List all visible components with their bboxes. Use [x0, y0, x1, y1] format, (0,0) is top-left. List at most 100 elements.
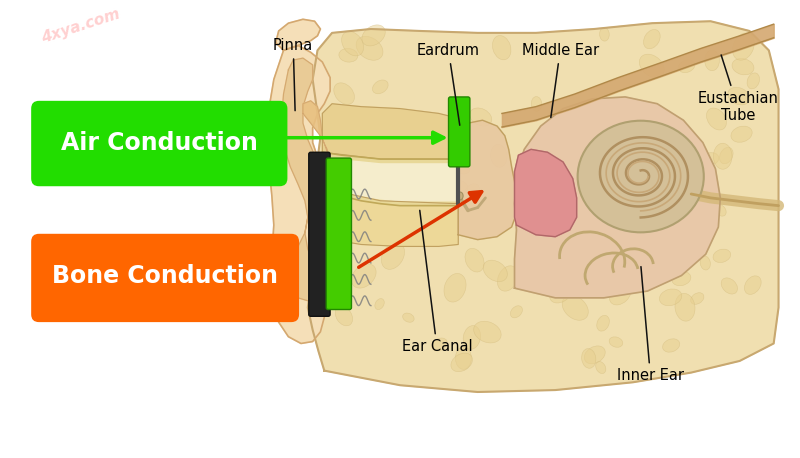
Ellipse shape — [388, 198, 399, 207]
Ellipse shape — [715, 204, 726, 216]
Polygon shape — [322, 104, 458, 159]
Ellipse shape — [745, 276, 761, 294]
Ellipse shape — [402, 313, 414, 322]
Ellipse shape — [432, 338, 447, 351]
Ellipse shape — [688, 242, 698, 255]
Ellipse shape — [597, 316, 610, 331]
Ellipse shape — [714, 143, 732, 169]
Text: Bone Conduction: Bone Conduction — [52, 265, 278, 289]
Ellipse shape — [705, 50, 719, 71]
Polygon shape — [322, 152, 458, 206]
Ellipse shape — [351, 264, 376, 288]
Polygon shape — [282, 58, 321, 301]
Ellipse shape — [458, 192, 463, 200]
Ellipse shape — [662, 339, 680, 352]
Ellipse shape — [721, 278, 738, 294]
Text: Air Conduction: Air Conduction — [61, 131, 258, 154]
Polygon shape — [322, 157, 458, 201]
Ellipse shape — [554, 125, 572, 138]
Ellipse shape — [464, 184, 480, 201]
Ellipse shape — [596, 361, 606, 374]
Text: Inner Ear: Inner Ear — [617, 267, 684, 383]
Polygon shape — [514, 149, 577, 237]
Ellipse shape — [582, 197, 594, 210]
FancyBboxPatch shape — [326, 158, 351, 310]
Ellipse shape — [713, 249, 730, 262]
Text: Eardrum: Eardrum — [417, 43, 480, 125]
Ellipse shape — [373, 80, 388, 94]
Ellipse shape — [678, 60, 695, 73]
Ellipse shape — [458, 166, 470, 174]
FancyBboxPatch shape — [31, 234, 299, 322]
Ellipse shape — [584, 346, 606, 364]
Ellipse shape — [618, 171, 627, 184]
Ellipse shape — [728, 87, 750, 105]
Ellipse shape — [672, 140, 694, 160]
Ellipse shape — [465, 248, 484, 272]
Ellipse shape — [643, 29, 660, 49]
Ellipse shape — [442, 133, 462, 159]
Ellipse shape — [719, 147, 733, 164]
Ellipse shape — [356, 180, 372, 200]
Polygon shape — [322, 188, 458, 246]
Polygon shape — [308, 21, 778, 392]
Ellipse shape — [706, 108, 726, 130]
Ellipse shape — [733, 33, 754, 60]
Ellipse shape — [490, 144, 507, 167]
Ellipse shape — [562, 295, 588, 320]
Ellipse shape — [623, 228, 650, 251]
Ellipse shape — [599, 27, 610, 41]
Ellipse shape — [336, 189, 353, 205]
Ellipse shape — [375, 299, 384, 310]
Ellipse shape — [463, 326, 481, 349]
Polygon shape — [514, 97, 720, 298]
FancyBboxPatch shape — [31, 101, 287, 186]
Ellipse shape — [659, 289, 682, 305]
FancyBboxPatch shape — [309, 152, 330, 316]
Ellipse shape — [578, 121, 704, 232]
Text: Middle Ear: Middle Ear — [522, 43, 598, 118]
Ellipse shape — [455, 181, 468, 192]
Ellipse shape — [510, 306, 522, 318]
Ellipse shape — [672, 272, 691, 286]
Ellipse shape — [593, 126, 604, 134]
FancyBboxPatch shape — [449, 97, 470, 167]
Ellipse shape — [470, 108, 492, 126]
Ellipse shape — [622, 105, 635, 119]
Ellipse shape — [702, 153, 719, 165]
Ellipse shape — [610, 284, 631, 305]
Ellipse shape — [426, 215, 452, 236]
Ellipse shape — [382, 243, 405, 269]
Ellipse shape — [498, 266, 518, 291]
Ellipse shape — [446, 137, 458, 154]
Ellipse shape — [356, 36, 383, 60]
Ellipse shape — [451, 353, 473, 372]
Ellipse shape — [483, 260, 507, 282]
Ellipse shape — [609, 337, 622, 347]
Ellipse shape — [339, 49, 358, 62]
Text: Eustachian
Tube: Eustachian Tube — [698, 55, 778, 123]
Ellipse shape — [562, 284, 574, 293]
Ellipse shape — [559, 221, 570, 229]
Ellipse shape — [493, 36, 511, 60]
Ellipse shape — [362, 25, 386, 46]
Ellipse shape — [531, 97, 542, 111]
Ellipse shape — [747, 73, 759, 89]
Ellipse shape — [342, 32, 363, 56]
Ellipse shape — [690, 293, 704, 304]
Ellipse shape — [731, 126, 752, 142]
Ellipse shape — [474, 321, 501, 343]
Text: Ear Canal: Ear Canal — [402, 210, 472, 354]
Ellipse shape — [334, 83, 354, 104]
Ellipse shape — [732, 59, 754, 75]
Polygon shape — [276, 19, 321, 50]
Text: 4xya.com: 4xya.com — [39, 6, 122, 46]
Ellipse shape — [582, 349, 596, 368]
Ellipse shape — [675, 294, 695, 321]
Ellipse shape — [700, 256, 710, 270]
Ellipse shape — [444, 273, 466, 302]
Ellipse shape — [658, 167, 676, 193]
Ellipse shape — [550, 284, 571, 303]
Ellipse shape — [639, 54, 664, 77]
Ellipse shape — [349, 146, 362, 163]
